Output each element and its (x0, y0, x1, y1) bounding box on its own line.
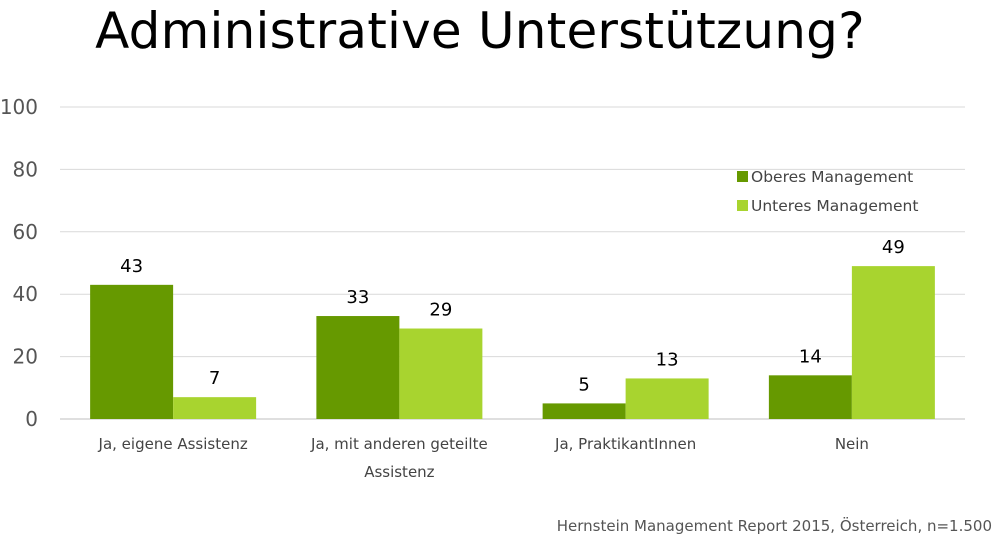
data-label: 13 (656, 349, 679, 370)
bar (625, 378, 709, 419)
data-label: 49 (882, 237, 905, 258)
bar (542, 403, 626, 419)
data-label: 43 (120, 256, 143, 277)
chart-title: Administrative Unterstützung? (95, 2, 865, 60)
y-tick-label: 100 (0, 95, 38, 119)
bar (173, 397, 257, 419)
x-category-label: Nein (835, 435, 869, 453)
data-label: 7 (209, 368, 220, 389)
bar (768, 375, 852, 419)
y-tick-label: 0 (25, 407, 38, 431)
bar (316, 316, 400, 419)
legend-swatch (737, 200, 748, 211)
legend-swatch (737, 171, 748, 182)
y-tick-label: 60 (13, 220, 38, 244)
y-tick-label: 20 (13, 345, 38, 369)
x-category-label: Assistenz (364, 463, 434, 481)
data-label: 14 (799, 346, 822, 367)
y-tick-label: 40 (13, 282, 38, 306)
bar (851, 266, 935, 419)
bar (399, 328, 483, 419)
y-tick-label: 80 (13, 157, 38, 181)
x-category-label: Ja, mit anderen geteilte (310, 435, 488, 453)
data-label: 5 (578, 374, 589, 395)
legend-label: Oberes Management (751, 168, 913, 186)
data-label: 33 (346, 287, 369, 308)
bar (90, 284, 174, 419)
data-label: 29 (429, 300, 452, 321)
x-category-label: Ja, PraktikantInnen (554, 435, 696, 453)
legend-label: Unteres Management (751, 197, 918, 215)
source-note: Hernstein Management Report 2015, Österr… (556, 517, 992, 535)
x-category-label: Ja, eigene Assistenz (98, 435, 248, 453)
